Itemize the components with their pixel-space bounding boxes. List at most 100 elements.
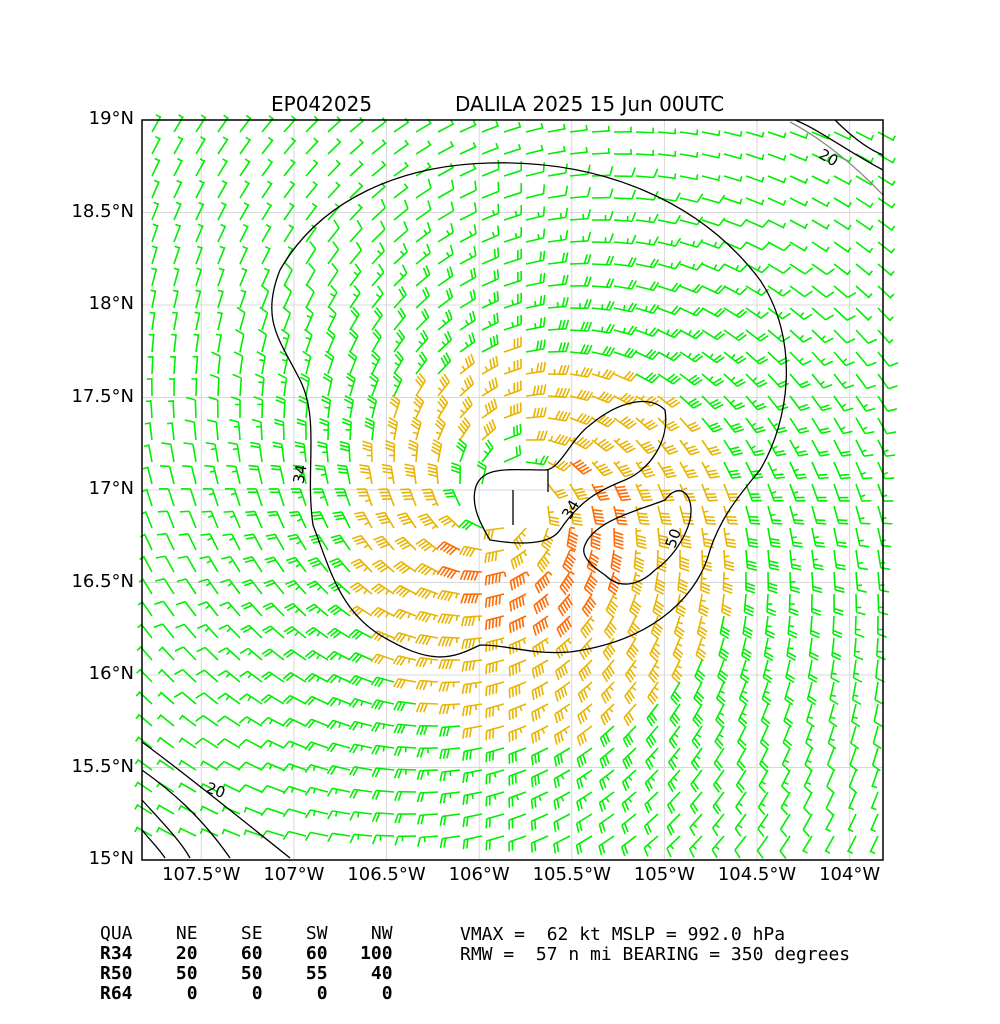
wind-barb xyxy=(482,204,499,220)
wind-barb xyxy=(600,792,614,812)
latitude-label: 17°N xyxy=(14,478,134,499)
wind-barb xyxy=(418,792,438,802)
wind-barb xyxy=(218,693,240,704)
wind-barb xyxy=(248,466,262,484)
wind-barb xyxy=(829,704,837,727)
wind-barb xyxy=(196,268,201,286)
wind-barb xyxy=(438,310,452,330)
wind-barb xyxy=(179,715,196,726)
wind-barb xyxy=(812,484,828,501)
wind-barb xyxy=(152,159,160,176)
wind-barb xyxy=(328,605,350,616)
wind-barb xyxy=(712,836,724,858)
wind-barb xyxy=(283,741,306,748)
wind-barb xyxy=(531,836,548,853)
wind-barb xyxy=(218,671,240,682)
latitude-label: 15.5°N xyxy=(14,756,134,777)
wind-barb xyxy=(658,506,672,524)
wind-barb xyxy=(509,770,526,786)
wind-barb xyxy=(350,583,372,594)
wind-barb xyxy=(658,151,676,156)
wind-barb xyxy=(877,638,886,660)
wind-barb xyxy=(220,602,240,616)
wind-barb xyxy=(416,635,438,645)
wind-barb xyxy=(614,167,635,176)
wind-barb xyxy=(680,330,703,339)
wind-barb xyxy=(636,418,658,430)
wind-barb xyxy=(648,682,659,704)
wind-barb xyxy=(185,420,196,440)
wind-barb xyxy=(266,534,284,550)
wind-barb xyxy=(646,726,658,748)
wind-barb xyxy=(395,814,416,823)
wind-barb xyxy=(736,770,746,793)
wind-barb xyxy=(394,162,409,176)
wind-barb xyxy=(416,309,429,330)
wind-barb xyxy=(440,792,460,804)
wind-barb xyxy=(833,616,842,637)
wind-barb xyxy=(240,225,248,242)
wind-barb xyxy=(557,616,571,637)
wind-barb xyxy=(790,462,807,478)
wind-barb xyxy=(636,128,654,133)
wind-barb xyxy=(327,698,350,707)
wind-barb xyxy=(570,413,593,424)
wind-barb xyxy=(875,682,883,704)
wind-barb xyxy=(592,148,610,154)
wind-barb xyxy=(878,198,895,208)
wind-barb xyxy=(352,536,372,550)
wind-barb xyxy=(344,396,353,418)
wind-barb xyxy=(438,614,460,624)
wind-barb xyxy=(267,512,284,528)
wind-barb xyxy=(295,442,306,462)
wind-barb xyxy=(304,329,312,352)
latitude-label: 16.5°N xyxy=(14,571,134,592)
wind-barb xyxy=(592,126,610,132)
wind-barb xyxy=(431,440,441,462)
wind-barb xyxy=(269,489,284,506)
wind-barb xyxy=(856,132,873,140)
wind-barb xyxy=(763,660,772,683)
wind-barb xyxy=(702,352,724,363)
wind-barb xyxy=(340,442,350,462)
wind-barb xyxy=(690,836,702,857)
wind-barb xyxy=(713,814,724,836)
wind-barb xyxy=(373,813,394,822)
wind-barb xyxy=(152,224,158,242)
wind-barb xyxy=(548,146,566,154)
wind-barb xyxy=(460,142,476,154)
wind-barb xyxy=(570,232,590,242)
wind-barb xyxy=(504,445,520,462)
wind-barb xyxy=(177,579,196,594)
wind-barb xyxy=(548,297,568,308)
wind-barb xyxy=(206,443,218,462)
wind-barb xyxy=(394,243,407,264)
wind-barb xyxy=(810,638,819,660)
latitude-label: 15°N xyxy=(14,848,134,869)
wind-barb xyxy=(440,770,460,781)
wind-barb xyxy=(548,506,559,526)
wind-barb xyxy=(768,154,786,160)
wind-barb xyxy=(306,241,316,264)
wind-barb xyxy=(622,814,636,834)
wind-barb xyxy=(328,307,336,330)
wind-barb xyxy=(812,594,821,615)
wind-barb xyxy=(658,306,681,315)
wind-barb xyxy=(284,263,292,286)
wind-barb xyxy=(812,176,829,184)
wind-barb xyxy=(592,461,613,476)
wind-barb xyxy=(289,512,306,528)
wind-barb xyxy=(482,226,499,242)
wind-barb xyxy=(526,229,544,242)
wind-barb xyxy=(636,214,658,223)
wind-barb xyxy=(600,770,614,790)
wind-barb xyxy=(856,330,877,343)
wind-barb xyxy=(548,411,570,421)
wind-barb xyxy=(577,748,592,767)
wind-barb xyxy=(231,397,240,418)
wind-barb xyxy=(878,242,894,253)
wind-barb xyxy=(680,418,701,431)
wind-barb xyxy=(460,311,475,330)
wind-barb xyxy=(175,624,196,638)
wind-barb xyxy=(216,334,221,352)
